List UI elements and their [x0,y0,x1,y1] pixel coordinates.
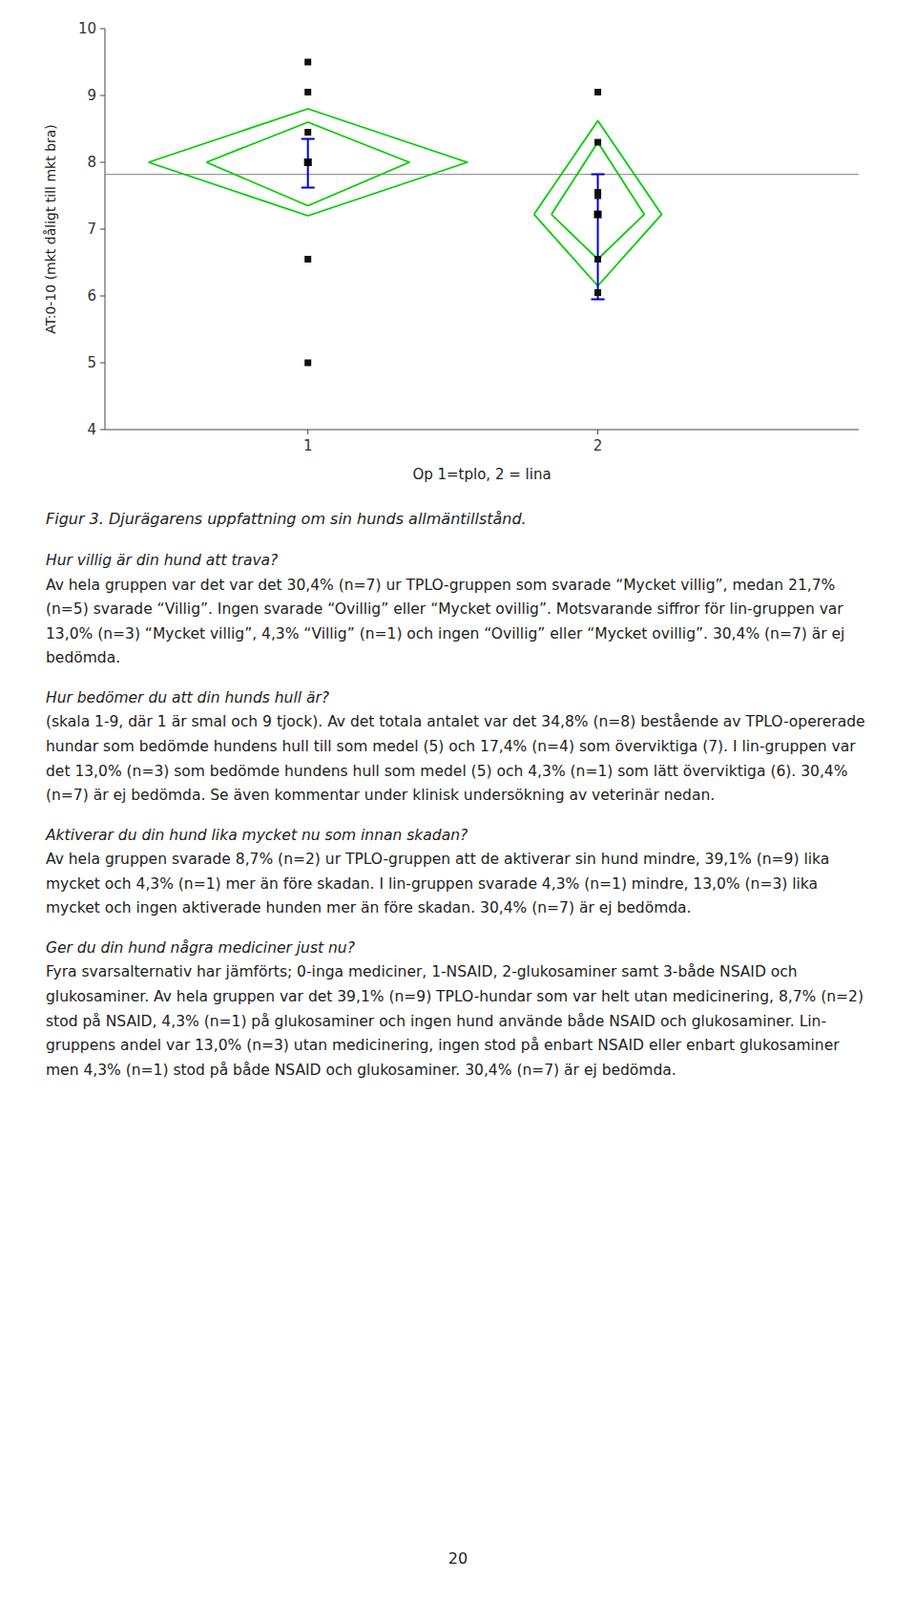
paragraph-heading: Hur villig är din hund att trava? [45,548,871,574]
y-axis-label: AT:0-10 (mkt dåligt till mkt bra) [42,124,59,334]
body-text: Hur villig är din hund att trava?Av hela… [45,548,871,1083]
y-tick [100,429,105,431]
y-tick [100,295,105,297]
y-tick [100,229,105,230]
data-point [594,289,602,296]
paragraph-text: Av hela gruppen var det var det 30,4% (n… [45,576,845,667]
y-tick [100,95,105,97]
paragraph-text: Fyra svarsalternativ har jämförts; 0-ing… [45,962,864,1078]
error-bar [591,174,605,300]
mean-marker [594,210,603,219]
data-point [594,192,602,200]
y-tick-label: 9 [86,86,97,105]
chart: 4 5 6 7 8 9 10 1 2 Op 1=tplo, 2 = lina AT:0-10 (mk… [0,0,916,506]
y-tick-label: 6 [86,287,97,305]
x-tick [307,429,309,435]
paragraph-text: (skala 1-9, där 1 är smal och 9 tjock). … [45,712,866,804]
paragraph-text: Av hela gruppen svarade 8,7% (n=2) ur TP… [45,850,830,916]
data-point [594,139,602,146]
y-tick-label: 4 [86,420,97,438]
y-tick-label: 10 [78,20,97,38]
paragraph-heading: Hur bedömer du att din hunds hull är? [45,686,871,711]
y-tick [100,362,105,364]
mean-marker [304,158,313,167]
x-axis-label: Op 1=tplo, 2 = lina [412,465,551,483]
data-point [304,359,312,367]
data-point [304,128,312,136]
error-bar [301,139,315,188]
page-number: 20 [0,1548,916,1567]
x-axis [104,429,859,431]
diamond [148,108,468,216]
reference-line [104,173,859,175]
x-tick [597,429,599,435]
x-tick-label: 2 [593,437,604,455]
paragraph: Ger du din hund några mediciner just nu?… [45,936,871,1083]
data-point [594,255,602,263]
y-tick-label: 7 [86,220,97,238]
paragraph: Hur villig är din hund att trava?Av hela… [45,548,871,671]
y-tick [100,28,105,30]
data-point [304,159,312,167]
plot-area [104,59,859,367]
data-point [304,88,312,96]
caption: Figur 3. Djurägarens uppfattning om sin … [45,509,871,528]
data-point [304,255,312,263]
data-point [304,59,312,66]
y-tick-label: 8 [86,153,97,171]
y-tick [100,162,105,164]
data-point [594,88,602,96]
y-tick-label: 5 [86,353,97,372]
x-tick-label: 1 [303,437,313,455]
paragraph-heading: Aktiverar du din hund lika mycket nu som… [45,823,871,849]
paragraph: Hur bedömer du att din hunds hull är?(sk… [45,686,871,809]
paragraph-heading: Ger du din hund några mediciner just nu? [45,936,871,961]
paragraph: Aktiverar du din hund lika mycket nu som… [45,823,871,921]
inner-diamond [206,122,410,207]
